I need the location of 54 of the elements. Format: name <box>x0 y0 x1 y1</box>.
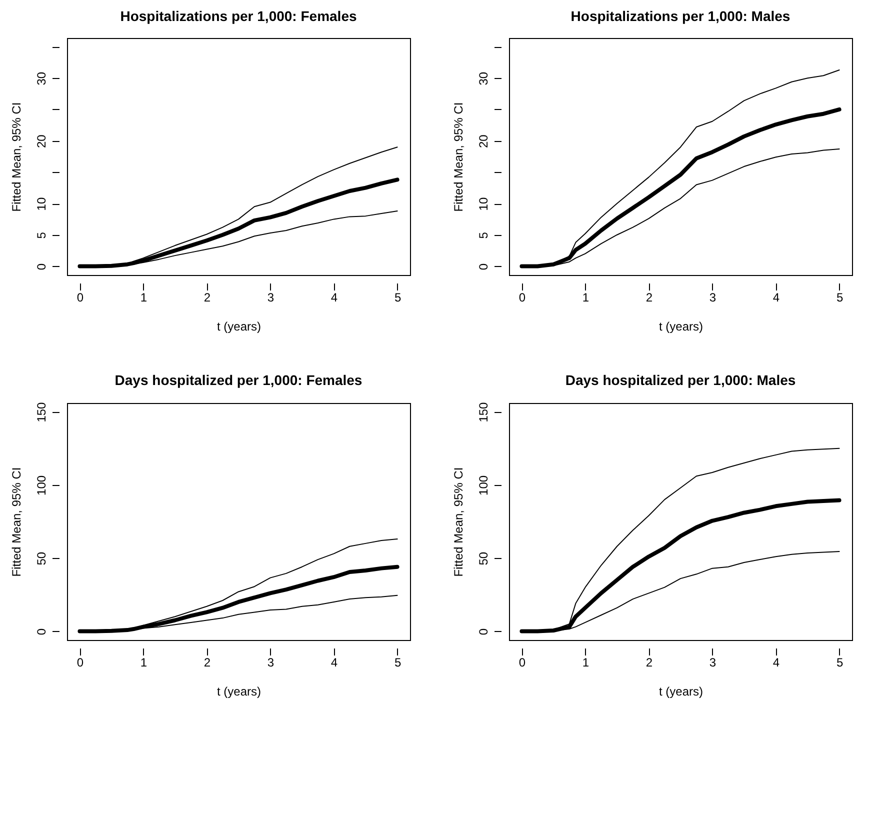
x-tick-label: 3 <box>267 656 274 670</box>
chart-title: Days hospitalized per 1,000: Females <box>114 372 362 388</box>
x-axis-title: t (years) <box>216 320 262 334</box>
x-tick-label: 2 <box>646 290 653 304</box>
y-tick-label: 5 <box>476 232 490 239</box>
x-tick-label: 5 <box>836 656 844 670</box>
x-tick-label: 1 <box>140 656 148 670</box>
y-tick-label: 20 <box>34 134 48 148</box>
chart-title: Days hospitalized per 1,000: Males <box>565 372 796 388</box>
y-tick-label: 150 <box>476 402 490 422</box>
y-tick-label: 50 <box>476 552 490 566</box>
y-tick-label: 50 <box>34 552 48 566</box>
x-tick-label: 2 <box>646 656 653 670</box>
y-tick-label: 0 <box>34 628 48 636</box>
y-tick-label: 0 <box>476 628 490 636</box>
y-axis-title: Fitted Mean, 95% CI <box>10 102 24 212</box>
x-tick-label: 0 <box>518 656 526 670</box>
y-tick-label: 100 <box>476 475 490 496</box>
y-tick-label: 10 <box>34 197 48 211</box>
x-tick-label: 0 <box>518 290 526 304</box>
x-tick-label: 1 <box>140 290 148 304</box>
x-tick-label: 4 <box>330 290 338 304</box>
y-axis-title: Fitted Mean, 95% CI <box>452 467 466 577</box>
x-axis-title: t (years) <box>658 684 704 698</box>
chart-title: Hospitalizations per 1,000: Males <box>570 8 790 24</box>
x-tick-label: 4 <box>772 656 780 670</box>
x-tick-label: 5 <box>394 656 402 670</box>
x-axis-title: t (years) <box>216 684 262 698</box>
x-tick-label: 5 <box>836 290 844 304</box>
y-tick-label: 30 <box>34 72 48 86</box>
x-axis-title: t (years) <box>658 320 704 334</box>
y-tick-label: 5 <box>34 232 48 239</box>
y-tick-label: 150 <box>34 402 48 422</box>
x-tick-label: 1 <box>582 656 590 670</box>
chart-title: Hospitalizations per 1,000: Females <box>120 8 357 24</box>
y-tick-label: 20 <box>476 134 490 148</box>
y-tick-label: 0 <box>34 263 48 270</box>
x-tick-label: 4 <box>330 656 338 670</box>
x-tick-label: 2 <box>204 290 211 304</box>
y-axis-title: Fitted Mean, 95% CI <box>452 102 466 212</box>
x-tick-label: 1 <box>582 290 590 304</box>
x-tick-label: 0 <box>76 656 84 670</box>
x-tick-label: 3 <box>709 290 716 304</box>
x-tick-label: 3 <box>709 656 716 670</box>
x-tick-label: 3 <box>267 290 274 304</box>
y-tick-label: 10 <box>476 197 490 211</box>
x-tick-label: 0 <box>76 290 84 304</box>
x-tick-label: 5 <box>394 290 402 304</box>
x-tick-label: 2 <box>204 656 211 670</box>
y-tick-label: 30 <box>476 72 490 86</box>
y-tick-label: 0 <box>476 263 490 270</box>
y-axis-title: Fitted Mean, 95% CI <box>10 467 24 577</box>
y-tick-label: 100 <box>34 475 48 496</box>
x-tick-label: 4 <box>772 290 780 304</box>
